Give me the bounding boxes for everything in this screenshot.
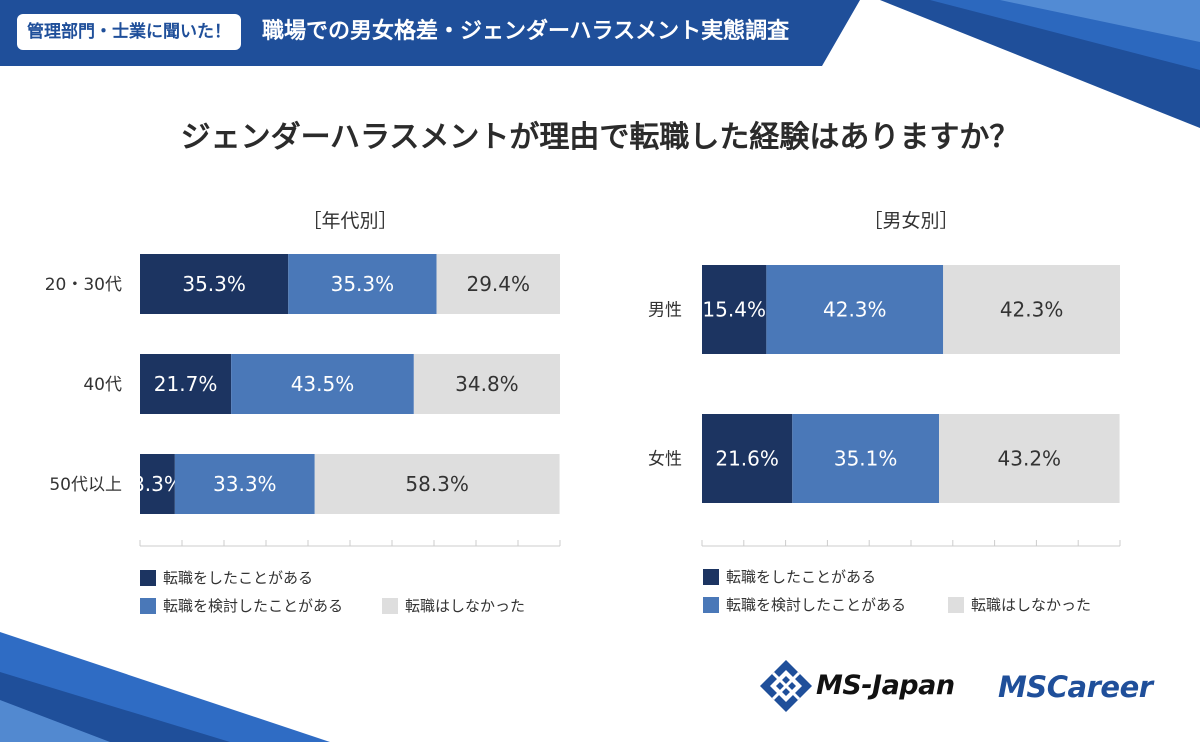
bar-segment-not-changed: [943, 265, 1120, 354]
legend-swatch: [140, 597, 156, 614]
legend-swatch: [948, 596, 964, 613]
legend-item-considered: 転職を検討したことがある: [703, 594, 906, 615]
legend-item-not-changed: 転職はしなかった: [382, 595, 525, 616]
banner-tag: 管理部門・士業に聞いた！: [17, 14, 241, 50]
bar-segment-changed: [702, 414, 793, 503]
legend-item-changed: 転職をしたことがある: [703, 566, 876, 587]
legend-label: 転職を検討したことがある: [726, 596, 907, 614]
bar-segment-not-changed: [939, 414, 1120, 503]
category-label: 20・30代: [45, 275, 122, 295]
legend-swatch: [703, 568, 719, 585]
legend-label: 転職をしたことがある: [163, 569, 314, 587]
bar-segment-not-changed: [314, 454, 560, 514]
bar-segment-changed: [140, 354, 232, 414]
legend-item-considered: 転職を検討したことがある: [140, 595, 343, 616]
legend-swatch: [703, 596, 719, 613]
legend-label: 転職を検討したことがある: [163, 597, 344, 615]
category-label: 50代以上: [49, 475, 122, 495]
data-label: 42.3%: [1000, 298, 1064, 322]
age-chart-title: ［年代別］: [302, 210, 398, 232]
bar-segment-considered: [288, 254, 437, 314]
logo-area: MS-Japan MSCareer: [758, 658, 1188, 718]
gender-chart-title: ［男女別］: [863, 210, 959, 232]
bar-segment-considered: [231, 354, 414, 414]
bar-segment-not-changed: [436, 254, 560, 314]
banner-title: 職場での男女格差・ジェンダーハラスメント実態調査: [262, 19, 790, 44]
legend-item-changed: 転職をしたことがある: [140, 567, 313, 588]
main-question: ジェンダーハラスメントが理由で転職した経験はありますか？: [180, 120, 1020, 155]
data-label: 15.4%: [702, 298, 766, 322]
category-label: 女性: [648, 450, 682, 470]
category-label: 男性: [648, 301, 682, 321]
bar-segment-changed: [140, 254, 289, 314]
legend-item-not-changed: 転職はしなかった: [948, 594, 1091, 615]
data-label: 29.4%: [466, 272, 530, 296]
legend-label: 転職はしなかった: [405, 597, 526, 615]
data-label: 35.3%: [331, 272, 395, 296]
data-label: 21.7%: [154, 372, 218, 396]
bar-segment-considered: [766, 265, 944, 354]
bar-segment-changed: [702, 265, 767, 354]
data-label: 21.6%: [715, 447, 779, 471]
data-label: 34.8%: [455, 372, 519, 396]
data-label: 42.3%: [823, 298, 887, 322]
ms-japan-logo-icon: [760, 660, 812, 712]
bar-segment-changed: [140, 454, 175, 514]
data-label: 33.3%: [213, 472, 277, 496]
bar-segment-considered: [792, 414, 940, 503]
category-label: 40代: [83, 375, 122, 395]
bar-segment-not-changed: [413, 354, 560, 414]
data-label: 43.5%: [291, 372, 355, 396]
legend-swatch: [382, 597, 398, 614]
data-label: 35.3%: [182, 272, 246, 296]
data-label: 58.3%: [405, 472, 469, 496]
legend-swatch: [140, 569, 156, 586]
data-label: 43.2%: [998, 447, 1062, 471]
bar-segment-considered: [174, 454, 315, 514]
data-label: 8.3%: [132, 472, 183, 496]
ms-japan-logo: MS-Japan: [816, 670, 955, 701]
legend-label: 転職はしなかった: [971, 596, 1092, 614]
legend-label: 転職をしたことがある: [726, 568, 877, 586]
data-label: 35.1%: [834, 447, 898, 471]
ms-career-logo: MSCareer: [998, 670, 1153, 704]
